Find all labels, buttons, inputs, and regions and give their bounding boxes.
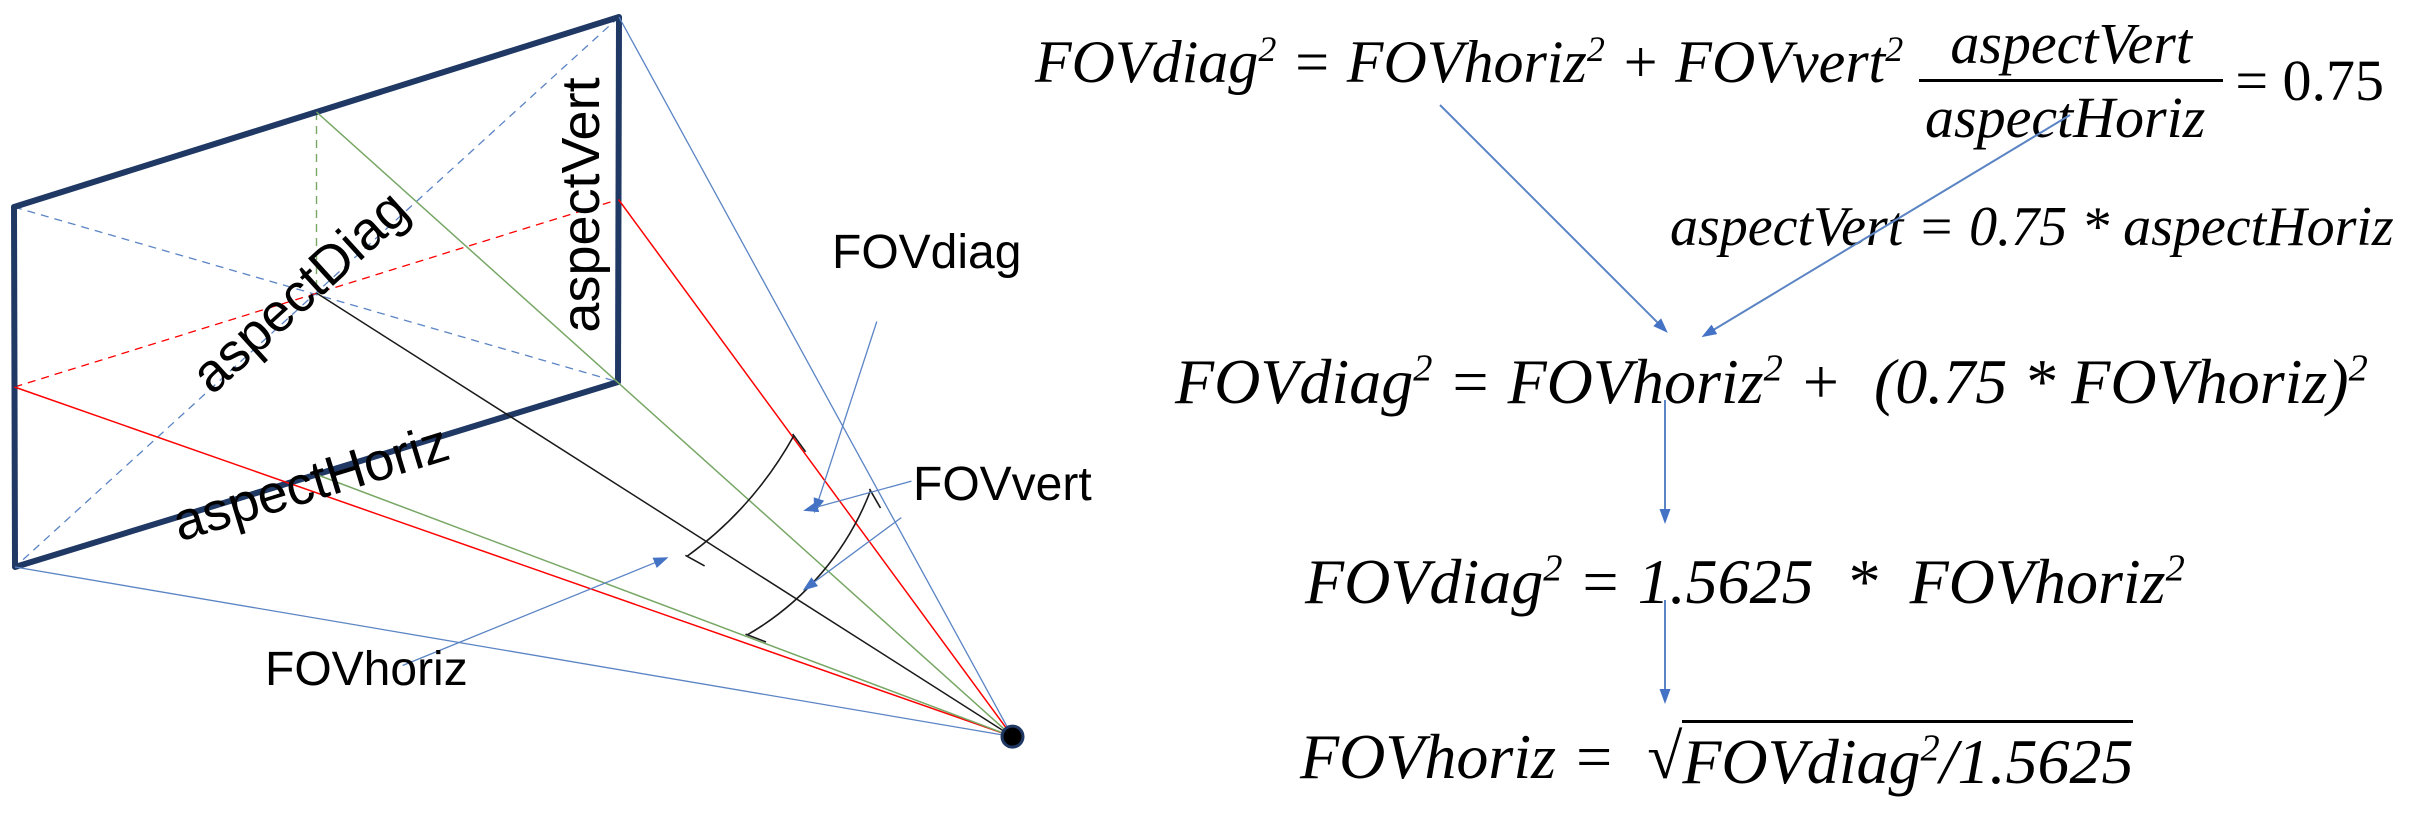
svg-text:FOVdiag: FOVdiag — [832, 226, 1021, 279]
svg-text:FOVvert: FOVvert — [913, 458, 1092, 511]
svg-text:aspectHoriz: aspectHoriz — [166, 412, 456, 553]
svg-text:FOVhoriz: FOVhoriz — [265, 643, 468, 696]
svg-text:aspectDiag: aspectDiag — [180, 179, 420, 405]
svg-text:aspectVert: aspectVert — [551, 77, 611, 332]
